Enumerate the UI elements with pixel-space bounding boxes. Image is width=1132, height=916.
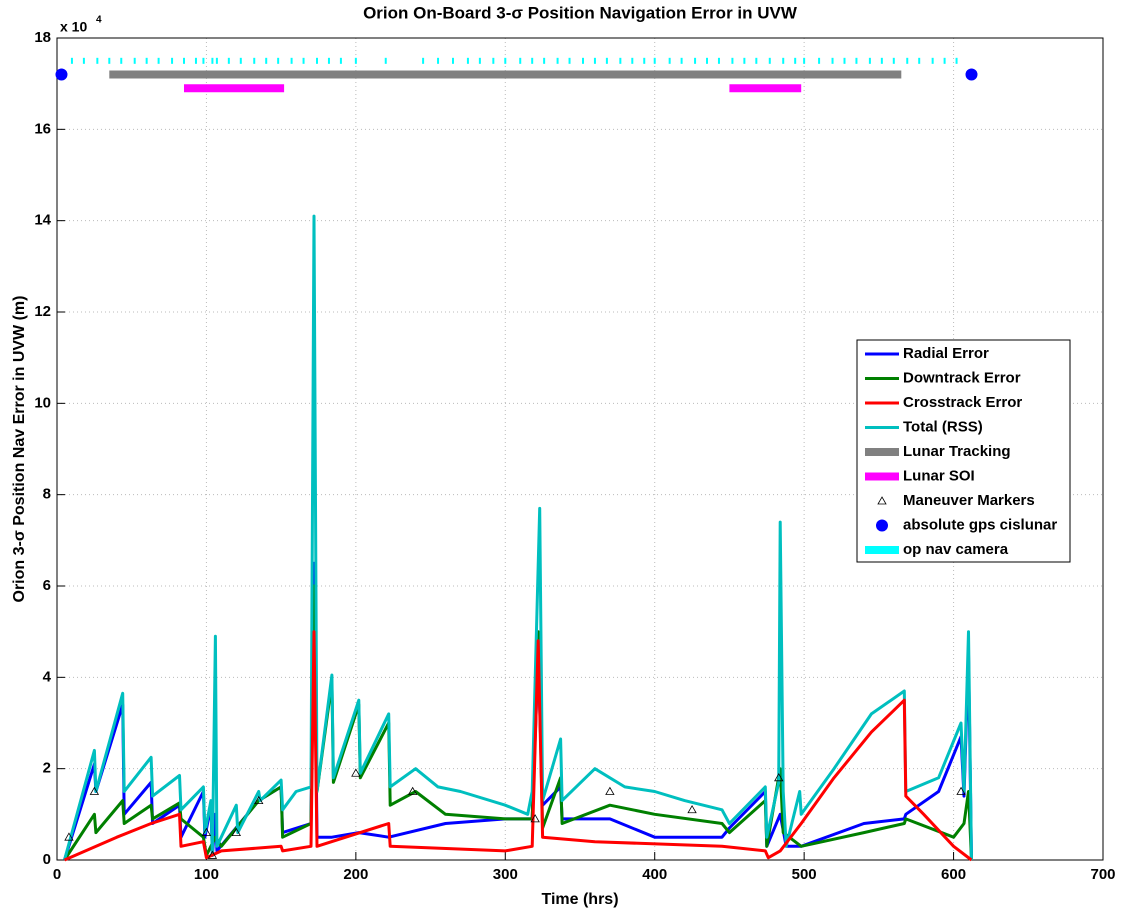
legend-label: Total (RSS) <box>903 418 983 435</box>
legend-label: Maneuver Markers <box>903 492 1035 509</box>
legend-label: Lunar Tracking <box>903 443 1011 460</box>
y-multiplier: x 10 <box>60 19 87 35</box>
plot-frame <box>56 37 1104 861</box>
legend-label: Radial Error <box>903 345 989 362</box>
maneuver-marker <box>254 795 264 805</box>
legend-swatch <box>876 519 888 532</box>
x-tick-label: 500 <box>792 866 817 883</box>
x-tick-label: 700 <box>1090 866 1115 883</box>
maneuver-marker <box>207 850 218 859</box>
legend-label: Downtrack Error <box>903 369 1021 386</box>
x-tick-label: 0 <box>53 866 61 883</box>
legend-label: Lunar SOI <box>903 467 975 484</box>
x-tick-label: 100 <box>194 866 219 883</box>
x-tick-label: 600 <box>941 866 966 883</box>
gps-dot <box>55 68 68 81</box>
legend-swatch <box>877 496 887 505</box>
y-multiplier-exponent: 4 <box>96 15 102 26</box>
x-tick-label: 400 <box>642 866 667 883</box>
y-tick-label: 6 <box>43 577 51 594</box>
y-tick-label: 2 <box>43 760 51 777</box>
maneuver-marker <box>64 832 74 841</box>
y-tick-label: 18 <box>34 29 51 46</box>
legend-label: Crosstrack Error <box>903 394 1022 411</box>
y-tick-label: 8 <box>43 486 51 503</box>
maneuver-marker <box>231 827 242 836</box>
maneuver-marker <box>687 804 697 814</box>
chart-title: Orion On-Board 3-σ Position Navigation E… <box>363 3 798 22</box>
maneuver-marker <box>774 772 784 782</box>
y-tick-label: 0 <box>43 851 51 868</box>
maneuver-marker <box>407 786 418 795</box>
y-axis-label: Orion 3-σ Position Nav Error in UVW (m) <box>11 296 28 603</box>
y-tick-label: 10 <box>34 394 51 411</box>
maneuver-marker <box>351 768 361 777</box>
y-tick-label: 4 <box>43 668 52 685</box>
legend-label: absolute gps cislunar <box>903 516 1057 533</box>
y-tick-label: 12 <box>34 303 51 320</box>
maneuver-marker <box>201 827 212 836</box>
maneuver-marker <box>530 814 540 823</box>
gps-dot <box>965 68 978 81</box>
x-axis-label: Time (hrs) <box>541 891 618 908</box>
maneuver-marker <box>956 786 966 795</box>
x-tick-label: 300 <box>493 866 518 883</box>
maneuver-marker <box>89 786 100 795</box>
maneuver-marker <box>605 786 615 795</box>
y-tick-label: 16 <box>34 120 51 137</box>
data-line <box>63 214 973 861</box>
data-line <box>63 630 973 862</box>
y-tick-label: 14 <box>34 212 51 229</box>
legend-label: op nav camera <box>903 541 1009 558</box>
x-tick-label: 200 <box>343 866 368 883</box>
